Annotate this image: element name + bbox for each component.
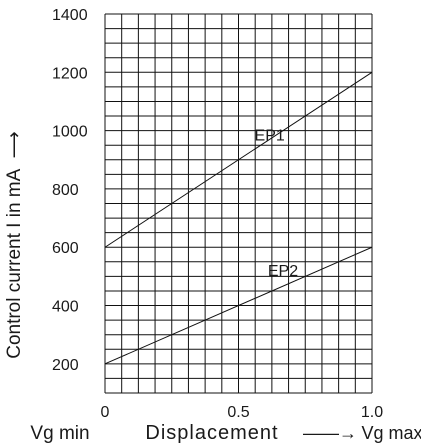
x-tick-label: 0.5 xyxy=(227,404,249,421)
x-axis-title: Vg min Displacement ——→ Vg max xyxy=(30,422,421,444)
x-axis-label-arrow: ——→ xyxy=(303,423,357,443)
y-tick-label: 1200 xyxy=(52,65,88,82)
y-axis-label: Control current I in mA xyxy=(4,168,25,358)
series-line-ep2 xyxy=(104,246,373,365)
x-axis-label-left: Vg min xyxy=(30,423,89,444)
y-tick-label: 1000 xyxy=(52,124,88,141)
y-tick-label: 600 xyxy=(52,240,79,257)
svg-text:Control current I in mA: Control current I in mA ⟶ xyxy=(4,131,25,359)
y-tick-label: 800 xyxy=(52,182,79,199)
x-axis-ticks: 0 0.5 1.0 xyxy=(101,404,384,421)
series-line-ep1 xyxy=(104,71,373,248)
y-tick-label: 1400 xyxy=(52,7,88,24)
chart-series xyxy=(104,71,373,365)
series-label-ep1: EP1 xyxy=(255,128,285,145)
y-axis-title: Control current I in mA ⟶ xyxy=(4,131,25,359)
x-axis-label-center: Displacement xyxy=(145,422,278,444)
y-axis-arrow: ⟶ xyxy=(4,131,25,158)
x-axis-label-right: Vg max xyxy=(361,423,421,443)
y-tick-label: 200 xyxy=(52,357,79,374)
x-tick-label: 0 xyxy=(101,404,110,421)
x-tick-label: 1.0 xyxy=(361,404,383,421)
series-labels: EP1 EP2 xyxy=(255,128,299,280)
y-axis-ticks: 200 400 600 800 1000 1200 1400 xyxy=(52,7,88,374)
chart-grid xyxy=(104,13,373,394)
y-tick-label: 400 xyxy=(52,299,79,316)
series-label-ep2: EP2 xyxy=(268,263,298,280)
